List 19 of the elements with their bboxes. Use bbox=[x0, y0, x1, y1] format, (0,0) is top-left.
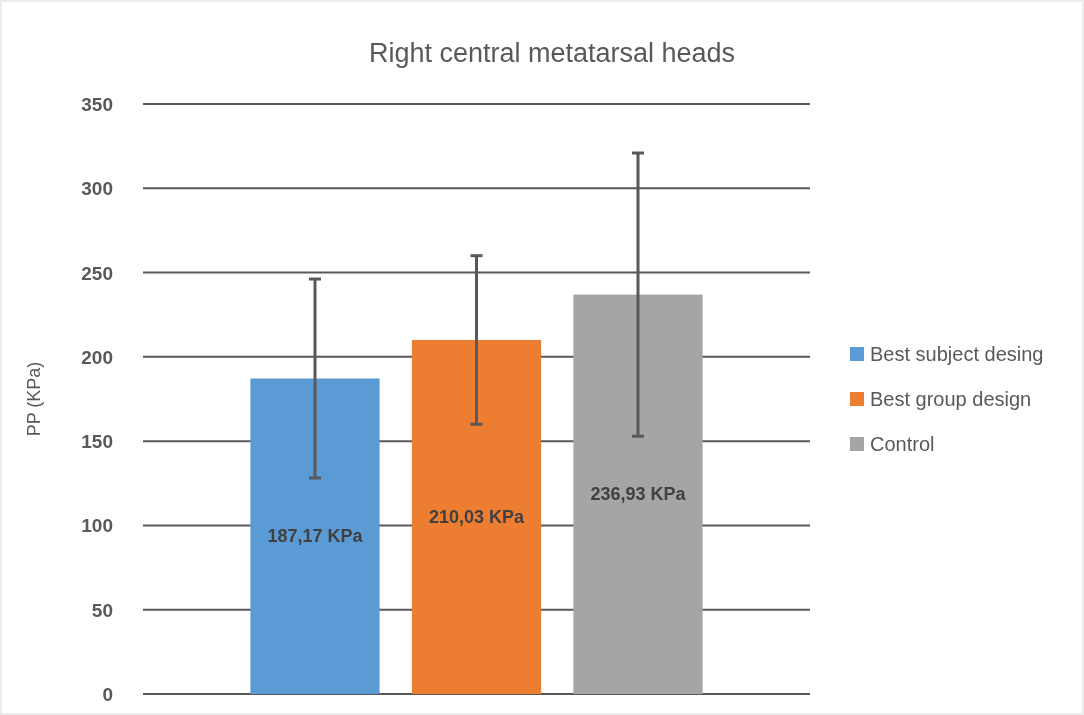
data-label: 210,03 KPa bbox=[428, 506, 526, 527]
y-axis-title: PP (KPa) bbox=[24, 361, 44, 437]
y-tick-label: 350 bbox=[81, 94, 113, 115]
y-tick-label: 150 bbox=[81, 431, 113, 453]
legend-label: Control bbox=[870, 433, 935, 455]
legend-label: Best subject desing bbox=[870, 343, 1044, 365]
y-tick-label: 100 bbox=[81, 515, 113, 537]
y-tick-label: 50 bbox=[91, 599, 113, 621]
y-tick-label: 250 bbox=[81, 262, 113, 284]
chart-title: Right central metatarsal heads bbox=[368, 38, 736, 68]
y-tick-label: 0 bbox=[102, 684, 113, 705]
bar bbox=[411, 339, 542, 694]
bar bbox=[250, 378, 380, 694]
bar bbox=[573, 294, 703, 694]
data-label: 236,93 KPa bbox=[590, 484, 687, 505]
y-tick-label: 300 bbox=[81, 178, 113, 200]
y-tick-label: 200 bbox=[81, 346, 113, 368]
data-label: 187,17 KPa bbox=[267, 526, 364, 547]
legend-label: Best group design bbox=[870, 388, 1032, 410]
